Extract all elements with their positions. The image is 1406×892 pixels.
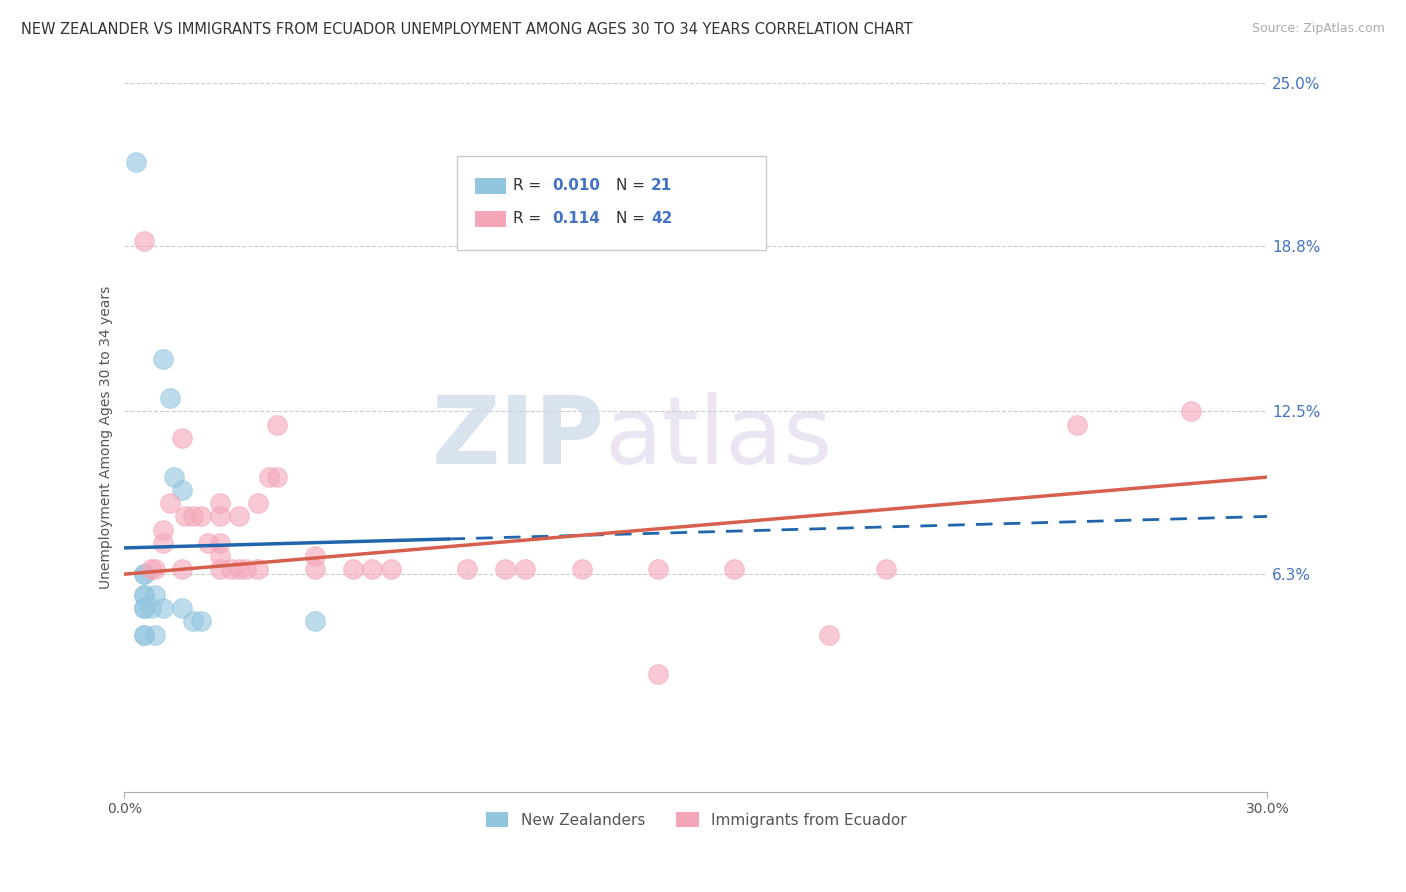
Text: ZIP: ZIP [432,392,605,483]
Point [143,588,166,602]
Point [132,601,155,615]
Point [513,562,536,576]
Point [208,509,231,524]
Point [181,509,204,524]
Point [380,562,402,576]
Point [228,509,250,524]
Legend: New Zealanders, Immigrants from Ecuador: New Zealanders, Immigrants from Ecuador [479,805,912,834]
Point [125,155,148,169]
Text: 42: 42 [651,211,672,226]
Point [219,562,242,576]
Point [159,392,181,406]
Point [152,535,174,549]
Point [132,627,155,641]
Point [152,523,174,537]
Point [197,535,219,549]
Point [170,601,193,615]
Text: NEW ZEALANDER VS IMMIGRANTS FROM ECUADOR UNEMPLOYMENT AMONG AGES 30 TO 34 YEARS : NEW ZEALANDER VS IMMIGRANTS FROM ECUADOR… [21,22,912,37]
Point [571,562,593,576]
Point [152,351,174,366]
Point [152,601,174,615]
Point [246,562,269,576]
Point [143,562,166,576]
Point [132,567,155,582]
Text: 0.114: 0.114 [553,211,600,226]
Point [1066,417,1088,432]
Point [132,234,155,248]
Point [190,615,212,629]
Text: atlas: atlas [605,392,832,483]
Point [163,470,186,484]
Point [495,562,517,576]
Point [818,627,841,641]
Point [174,509,197,524]
Point [647,666,669,681]
Point [208,562,231,576]
Point [132,601,155,615]
Point [132,627,155,641]
Point [1180,404,1202,418]
Text: R =: R = [513,178,547,193]
Point [723,562,745,576]
Point [228,562,250,576]
Point [181,615,204,629]
Point [235,562,257,576]
Point [208,496,231,510]
Text: N =: N = [616,178,650,193]
Point [208,549,231,563]
Point [170,483,193,498]
Point [342,562,364,576]
Point [139,562,162,576]
Text: Source: ZipAtlas.com: Source: ZipAtlas.com [1251,22,1385,36]
Point [246,496,269,510]
Point [304,549,326,563]
Point [190,509,212,524]
Point [456,562,478,576]
Text: N =: N = [616,211,650,226]
Text: R =: R = [513,211,551,226]
Point [259,470,281,484]
Point [304,562,326,576]
Point [266,470,288,484]
Point [266,417,288,432]
Point [361,562,384,576]
Text: 0.010: 0.010 [553,178,600,193]
Point [304,615,326,629]
Point [143,627,166,641]
Point [132,567,155,582]
Point [647,562,669,576]
Point [170,562,193,576]
Text: 21: 21 [651,178,672,193]
Point [159,496,181,510]
Point [132,588,155,602]
Point [875,562,897,576]
Point [139,601,162,615]
Point [132,588,155,602]
Y-axis label: Unemployment Among Ages 30 to 34 years: Unemployment Among Ages 30 to 34 years [100,286,114,590]
Point [208,535,231,549]
Point [170,431,193,445]
